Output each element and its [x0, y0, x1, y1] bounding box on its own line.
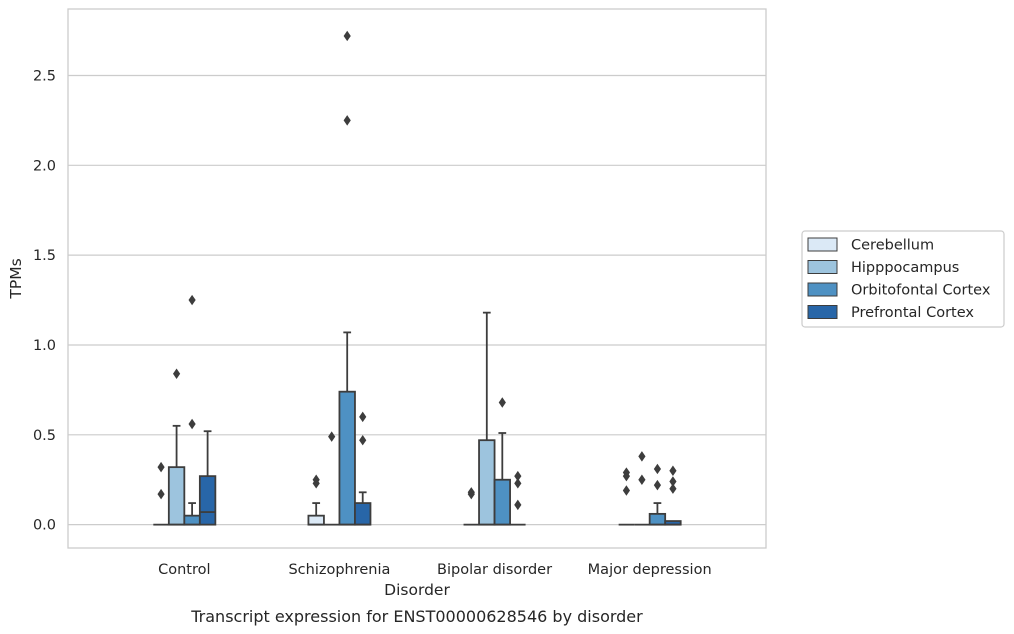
outlier-point [514, 499, 522, 511]
box-hipppocampus-schizophrenia [323, 431, 340, 526]
box [307, 514, 325, 526]
box-prefrontal-cortex-major-depression [664, 465, 682, 526]
outlier-point [312, 478, 320, 489]
y-axis-title: TPMs [7, 258, 25, 299]
outlier-point [669, 483, 677, 494]
legend-label: Hipppocampus [851, 260, 959, 276]
legend-swatch [807, 305, 838, 319]
y-tick-labels: 0.0 0.5 1.0 1.5 2.0 2.5 [33, 68, 56, 533]
x-tick-label: Major depression [588, 562, 712, 578]
outlier-point [467, 488, 475, 500]
x-tick-label: Control [158, 562, 210, 578]
outlier-point [622, 470, 630, 482]
outlier-point [343, 115, 351, 126]
legend-label: Prefrontal Cortex [851, 305, 974, 321]
box [338, 390, 356, 526]
box [183, 514, 201, 526]
outlier-point [638, 474, 646, 485]
x-tick-label: Bipolar disorder [437, 562, 552, 578]
y-tick-label: 2.5 [33, 68, 56, 84]
outlier-point [359, 411, 367, 423]
outlier-point [498, 397, 506, 408]
outlier-point [514, 470, 522, 482]
x-axis-title: Disorder [384, 581, 450, 599]
box-prefrontal-cortex-bipolar-disorder [510, 470, 526, 526]
outlier-point [669, 465, 677, 476]
box [354, 502, 372, 526]
legend-frame [801, 230, 1005, 328]
box-cerebellum-major-depression [618, 467, 635, 526]
outlier-point [622, 485, 630, 496]
outlier-point [328, 431, 336, 442]
outlier-point [188, 418, 196, 430]
legend-label: Orbitofontal Cortex [851, 283, 991, 299]
x-tick-labels: Control Schizophrenia Bipolar disorder Majo… [158, 562, 712, 578]
box-cerebellum-bipolar-disorder [463, 487, 480, 526]
box-hipppocampus-control [167, 368, 186, 526]
plot-frame [67, 8, 767, 549]
outlier-point [157, 461, 165, 473]
y-tick-label: 1.0 [33, 338, 56, 354]
box [493, 478, 511, 526]
box-plots [153, 30, 682, 526]
box-orbitofontal-cortex-control [183, 294, 201, 526]
y-tick-label: 0.5 [33, 428, 56, 444]
box-hipppocampus-major-depression [634, 451, 650, 526]
box-orbitofontal-cortex-schizophrenia [338, 30, 356, 526]
outlier-point [653, 463, 662, 475]
box-orbitofontal-cortex-major-depression [648, 463, 667, 526]
outlier-point [669, 476, 677, 487]
outlier-point [157, 488, 165, 500]
y-gridlines [68, 74, 766, 526]
box-orbitofontal-cortex-bipolar-disorder [493, 397, 511, 526]
legend-swatch [807, 237, 838, 252]
outlier-point [514, 478, 522, 489]
x-tick-label: Schizophrenia [288, 562, 390, 578]
box [198, 475, 217, 526]
box-prefrontal-cortex-schizophrenia [354, 411, 372, 526]
legend-label: Cerebellum [851, 238, 934, 254]
outlier-point [172, 368, 181, 379]
outlier-point [359, 434, 367, 446]
box [648, 512, 667, 526]
y-tick-label: 2.0 [33, 158, 56, 174]
outlier-point [343, 30, 351, 42]
outlier-point [638, 451, 646, 462]
legend-swatch [807, 260, 838, 274]
outlier-point [188, 294, 196, 306]
box-prefrontal-cortex-control [198, 430, 217, 526]
chart-caption: Transcript expression for ENST0000062854… [190, 607, 643, 626]
y-tick-label: 1.5 [33, 248, 56, 264]
legend: Cerebellum Hipppocampus Orbitofontal Corte… [801, 230, 1005, 328]
box-cerebellum-control [153, 461, 169, 526]
outlier-point [653, 479, 662, 491]
box-cerebellum-schizophrenia [307, 474, 325, 526]
box [478, 439, 496, 526]
box [167, 466, 186, 526]
legend-swatch [807, 282, 838, 297]
y-tick-label: 0.0 [33, 518, 56, 534]
